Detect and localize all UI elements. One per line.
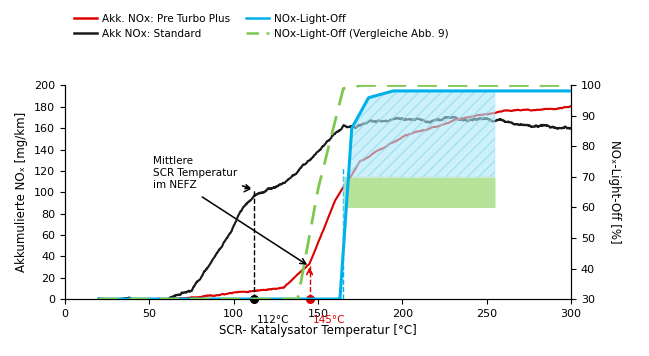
Legend: Akk. NOx: Pre Turbo Plus, Akk NOx: Standard, NOx-Light-Off, NOx-Light-Off (Vergl: Akk. NOx: Pre Turbo Plus, Akk NOx: Stand… [70,10,453,43]
Y-axis label: NOₓ-Light-Off [%]: NOₓ-Light-Off [%] [608,140,621,244]
X-axis label: SCR- Katalysator Temperatur [°C]: SCR- Katalysator Temperatur [°C] [219,324,417,337]
Y-axis label: Akkumulierte NOₓ [mg/km]: Akkumulierte NOₓ [mg/km] [16,112,29,272]
Text: 145°C: 145°C [313,315,345,325]
Text: 112°C: 112°C [257,315,289,325]
Text: Mittlere
SCR Temperatur
im NEFZ: Mittlere SCR Temperatur im NEFZ [153,156,250,190]
